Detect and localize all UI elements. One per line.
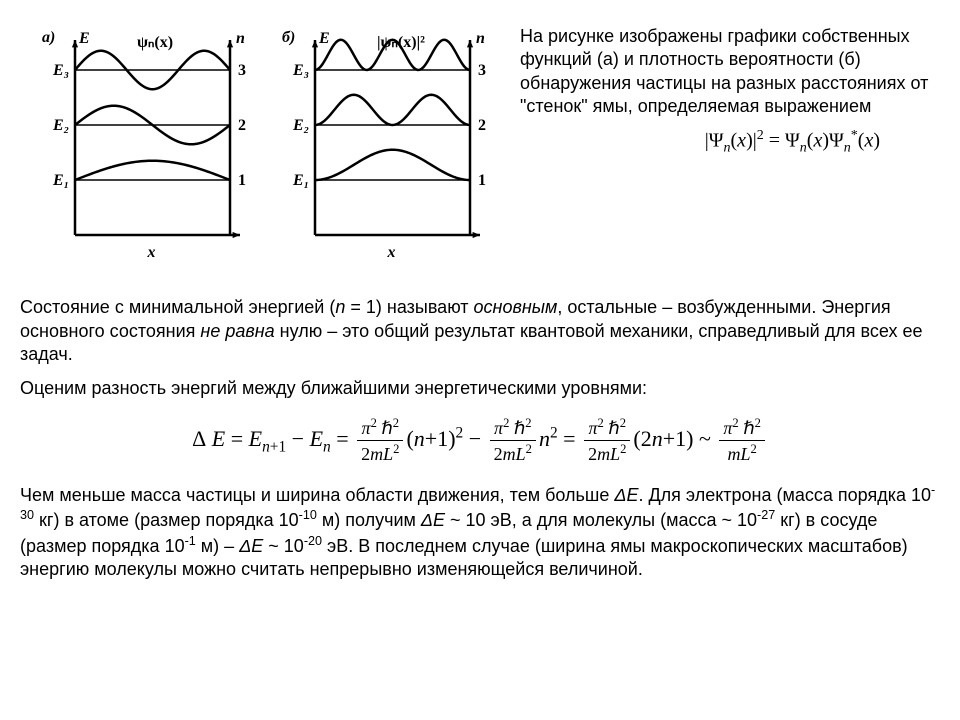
- svg-text:E: E: [78, 30, 90, 47]
- svg-text:x: x: [387, 244, 396, 261]
- svg-text:n: n: [236, 30, 245, 47]
- svg-text:2: 2: [238, 117, 246, 134]
- svg-text:а): а): [42, 29, 55, 46]
- svg-text:E₁: E₁: [292, 172, 309, 189]
- svg-text:3: 3: [478, 62, 486, 79]
- svg-text:E₂: E₂: [52, 117, 69, 134]
- energy-difference-formula: Δ E = En+1 − En = π2 ℏ22mL2(n+1)2 − π2 ℏ…: [20, 415, 940, 467]
- svg-text:E₁: E₁: [52, 172, 69, 189]
- svg-text:ψₙ(x): ψₙ(x): [137, 34, 173, 51]
- svg-text:x: x: [147, 244, 156, 261]
- svg-text:n: n: [476, 30, 485, 47]
- svg-text:E: E: [318, 30, 330, 47]
- ground-state-paragraph: Состояние с минимальной энергией (n = 1)…: [20, 296, 940, 366]
- svg-text:E₃: E₃: [292, 62, 309, 79]
- svg-text:3: 3: [238, 62, 246, 79]
- svg-text:б): б): [282, 29, 295, 46]
- svg-text:E₃: E₃: [52, 62, 69, 79]
- intro-paragraph: На рисунке изображены графики собственны…: [520, 25, 940, 119]
- svg-text:1: 1: [478, 172, 486, 189]
- svg-text:E₂: E₂: [292, 117, 309, 134]
- conclusion-paragraph: Чем меньше масса частицы и ширина област…: [20, 482, 940, 582]
- svg-text:2: 2: [478, 117, 486, 134]
- energy-diff-intro: Оценим разность энергий между ближайшими…: [20, 377, 940, 400]
- eigenfunction-diagram: а)Eψₙ(x)nxE₁1E₂2E₃3б)E|ψₙ(x)|²nxE₁1E₂2E₃…: [20, 20, 500, 286]
- svg-text:1: 1: [238, 172, 246, 189]
- psi-squared-formula: |Ψn(x)|2 = Ψn(x)Ψn*(x): [520, 127, 940, 158]
